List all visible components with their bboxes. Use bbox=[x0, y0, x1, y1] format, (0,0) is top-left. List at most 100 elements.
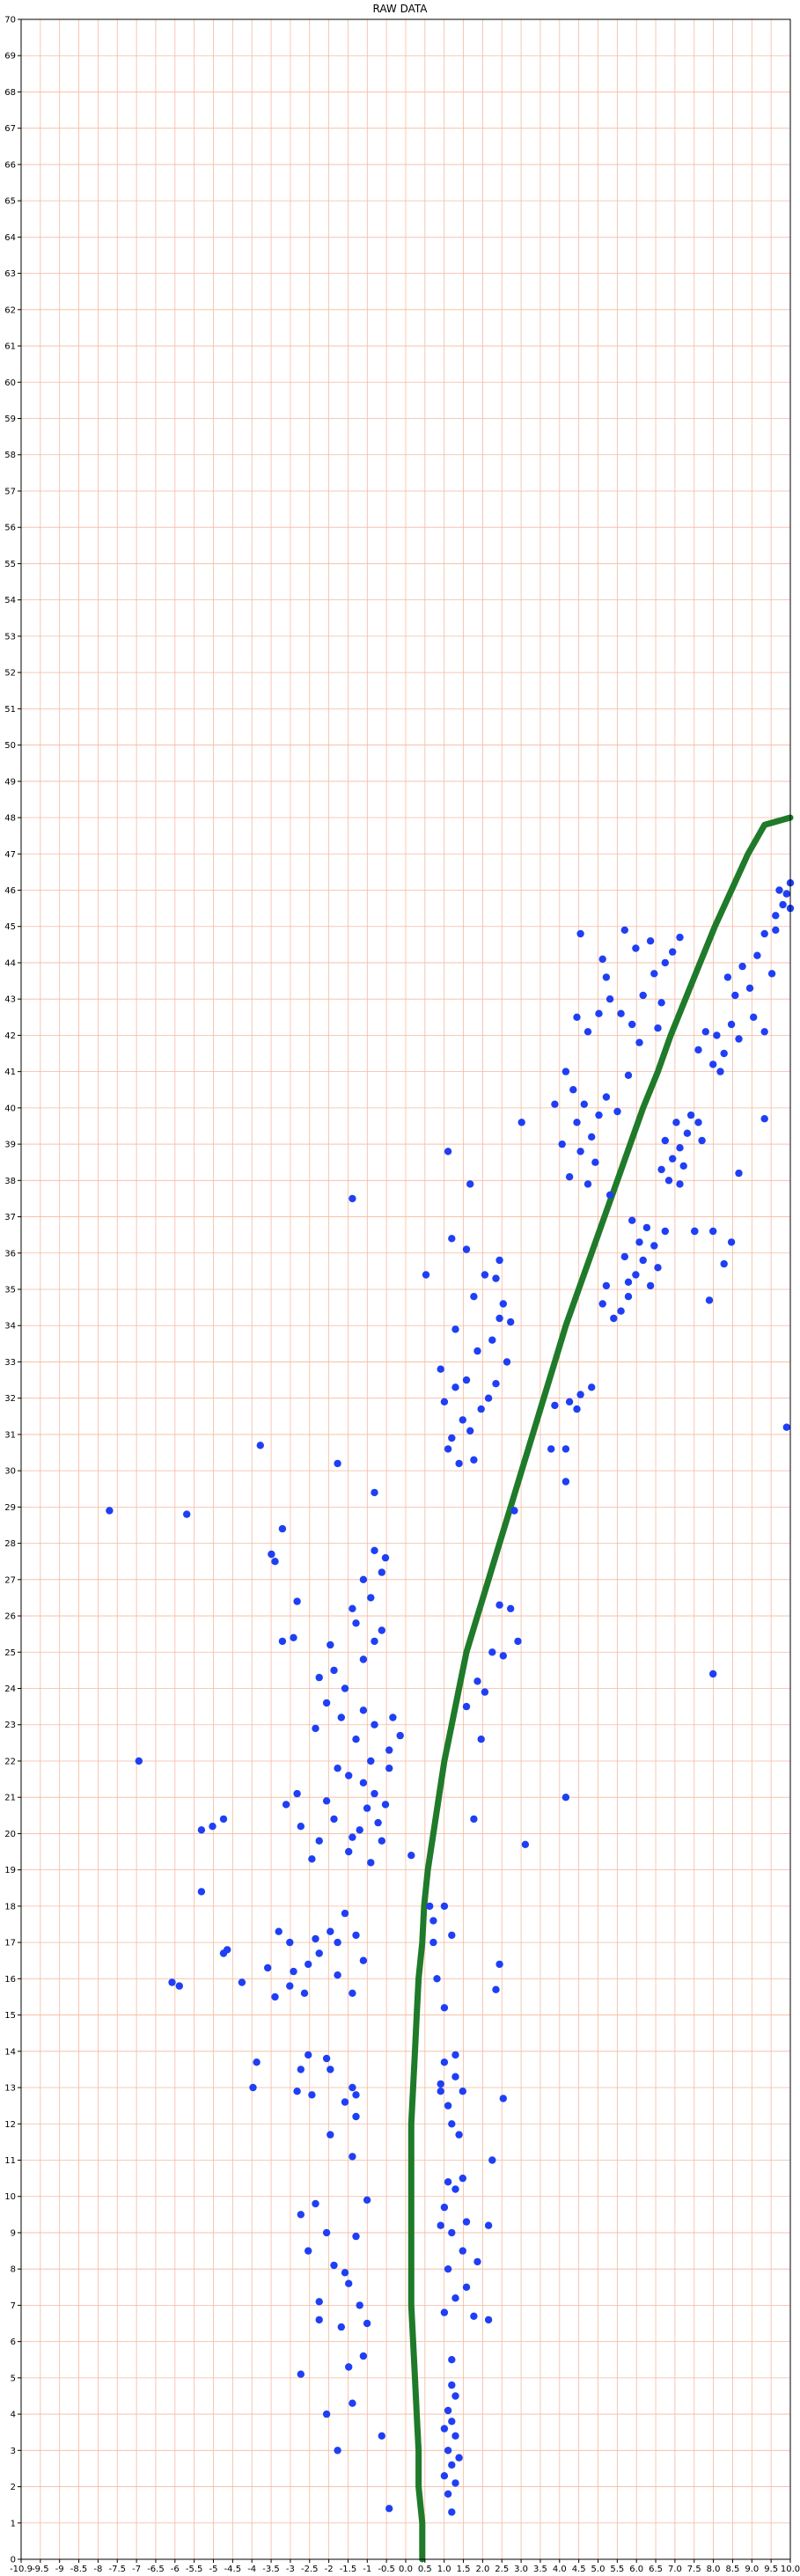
data-point bbox=[290, 1633, 297, 1642]
data-point bbox=[462, 1702, 471, 1711]
y-tick-label: 36 bbox=[4, 1249, 16, 1259]
x-tick-label: 4.0 bbox=[553, 2565, 567, 2574]
data-point bbox=[735, 1035, 743, 1043]
data-point bbox=[349, 2153, 356, 2161]
data-point bbox=[561, 1794, 570, 1802]
data-point bbox=[583, 1180, 592, 1188]
data-point bbox=[462, 1376, 471, 1384]
data-point bbox=[451, 2392, 459, 2400]
x-tick-label: -8 bbox=[93, 2565, 102, 2574]
data-point bbox=[613, 1107, 621, 1116]
data-point bbox=[683, 1129, 692, 1137]
data-point bbox=[576, 1391, 584, 1398]
data-point bbox=[669, 1155, 677, 1163]
y-tick-label: 54 bbox=[4, 596, 16, 605]
data-point bbox=[676, 1144, 684, 1152]
x-tick-label: -2 bbox=[325, 2565, 334, 2574]
x-axis-ticks: -10.9 -9.5 -9 -8.5 -8 -7.5 -7 -6.5 -6 -5.5 -5 -4.5-… bbox=[10, 2559, 800, 2574]
y-tick-label: 22 bbox=[4, 1757, 16, 1766]
data-point bbox=[448, 1235, 456, 1243]
data-point bbox=[444, 2265, 452, 2273]
data-point bbox=[352, 2232, 360, 2241]
data-point bbox=[330, 1815, 338, 1824]
data-point bbox=[709, 1060, 717, 1068]
data-point bbox=[448, 1931, 456, 1940]
data-point bbox=[253, 2059, 261, 2066]
data-point bbox=[378, 1837, 385, 1845]
data-point bbox=[646, 1281, 655, 1290]
data-point bbox=[349, 1989, 356, 1997]
data-point bbox=[561, 1068, 570, 1075]
data-point bbox=[371, 1546, 378, 1555]
curve-line bbox=[407, 814, 794, 2563]
data-point bbox=[503, 1358, 511, 1366]
data-point bbox=[606, 995, 614, 1003]
y-tick-label: 23 bbox=[4, 1721, 16, 1730]
data-point bbox=[444, 2406, 452, 2415]
data-point bbox=[312, 1724, 319, 1733]
data-point bbox=[349, 2083, 356, 2092]
data-point bbox=[168, 1978, 176, 1986]
data-point bbox=[499, 1652, 507, 1660]
data-point bbox=[484, 2221, 493, 2229]
data-point bbox=[646, 937, 655, 945]
x-tick-label: 1.0 bbox=[437, 2565, 451, 2574]
x-tick-label: -6.5 bbox=[147, 2565, 165, 2574]
y-tick-label: 28 bbox=[4, 1539, 16, 1549]
data-point bbox=[679, 1162, 687, 1171]
data-point bbox=[429, 1917, 437, 1925]
data-point bbox=[565, 1173, 574, 1181]
data-point bbox=[444, 2178, 452, 2186]
data-point bbox=[602, 1281, 611, 1290]
data-point bbox=[510, 1507, 518, 1515]
data-point bbox=[617, 1307, 625, 1315]
data-point bbox=[440, 1902, 449, 1911]
data-point bbox=[624, 1071, 633, 1080]
y-tick-label: 47 bbox=[4, 850, 16, 860]
x-tick-label: 5.5 bbox=[610, 2565, 624, 2574]
x-tick-label: -7 bbox=[132, 2565, 141, 2574]
data-point bbox=[738, 962, 746, 971]
data-point bbox=[106, 1507, 114, 1515]
y-tick-label: 58 bbox=[4, 451, 16, 460]
data-point bbox=[407, 1852, 415, 1860]
x-tick-label: -9.5 bbox=[32, 2565, 49, 2574]
y-tick-label: 37 bbox=[4, 1213, 16, 1222]
data-point bbox=[573, 1405, 581, 1413]
data-point bbox=[727, 1020, 736, 1029]
data-point bbox=[275, 1927, 283, 1935]
data-point bbox=[676, 1180, 684, 1188]
data-point bbox=[440, 2425, 449, 2433]
y-tick-label: 17 bbox=[4, 1939, 16, 1949]
y-tick-label: 63 bbox=[4, 269, 16, 279]
data-point bbox=[293, 1789, 301, 1798]
x-tick-label: 3.0 bbox=[514, 2565, 528, 2574]
y-tick-label: 12 bbox=[4, 2120, 16, 2130]
data-point bbox=[657, 999, 665, 1007]
data-point bbox=[698, 1136, 706, 1145]
x-tick-label: -4 bbox=[247, 2565, 256, 2574]
curve-series bbox=[407, 814, 794, 2563]
data-point bbox=[278, 1637, 287, 1646]
y-tick-label: 27 bbox=[4, 1575, 16, 1585]
data-point bbox=[345, 2279, 353, 2287]
data-point bbox=[359, 2352, 368, 2360]
data-point bbox=[484, 2315, 493, 2324]
x-tick-label: 8.5 bbox=[725, 2565, 739, 2574]
data-point bbox=[371, 1488, 378, 1497]
data-point bbox=[602, 1093, 611, 1101]
data-point bbox=[495, 1314, 503, 1323]
data-point bbox=[462, 1245, 471, 1253]
data-point bbox=[451, 2073, 459, 2081]
data-point bbox=[378, 1568, 385, 1576]
data-point bbox=[451, 2432, 459, 2440]
data-point bbox=[334, 1765, 341, 1772]
grid bbox=[20, 18, 791, 2560]
data-point bbox=[459, 2174, 466, 2183]
y-tick-label: 39 bbox=[4, 1141, 16, 1150]
data-point bbox=[363, 2196, 371, 2204]
x-tick-label: -4.5 bbox=[224, 2565, 242, 2574]
data-point bbox=[297, 1823, 305, 1831]
data-point bbox=[367, 1594, 375, 1602]
